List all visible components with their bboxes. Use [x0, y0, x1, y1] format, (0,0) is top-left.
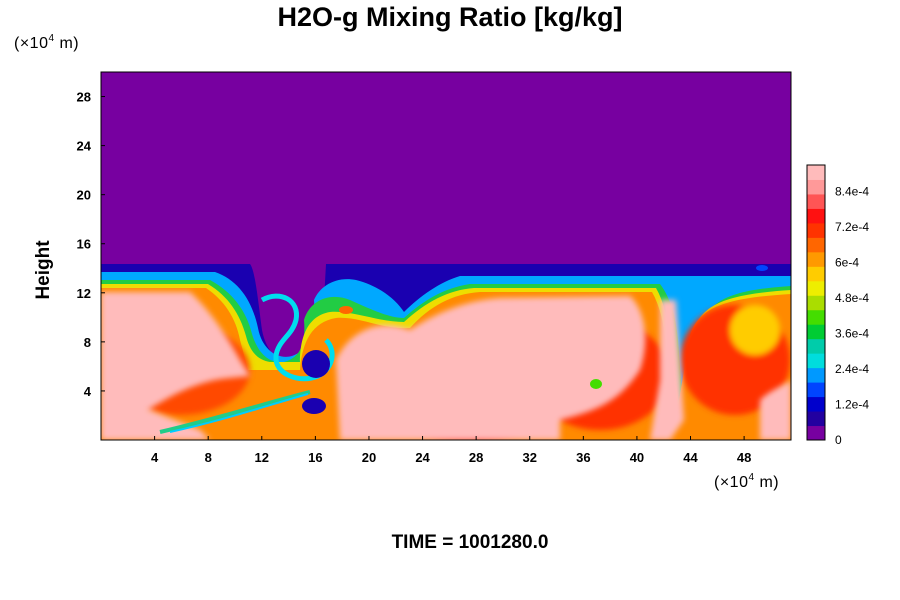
- colorbar-tick-label: 4.8e-4: [835, 291, 869, 305]
- colorbar-segment: [807, 237, 825, 253]
- y-tick-label: 28: [77, 90, 91, 105]
- colorbar-segment: [807, 324, 825, 340]
- pink-bottom-left: [101, 410, 210, 440]
- colorbar-segment: [807, 309, 825, 325]
- colorbar-segment: [807, 222, 825, 238]
- colorbar-segment: [807, 251, 825, 267]
- y-axis-ticks: 4 8 12 16 20 24 28: [77, 90, 105, 399]
- pink-bottom-right: [760, 380, 791, 440]
- x-axis-unit: (×104 m): [714, 472, 780, 491]
- x-tick-label: 44: [683, 450, 698, 465]
- x-tick-label: 36: [576, 450, 590, 465]
- colorbar-segment: [807, 193, 825, 209]
- y-axis-unit: (×104 m): [14, 33, 80, 52]
- plot-frame: [100, 71, 792, 441]
- colorbar-tick-label: 8.4e-4: [835, 185, 869, 199]
- colorbar-segment: [807, 165, 825, 180]
- x-tick-label: 28: [469, 450, 483, 465]
- colorbar-frame: [806, 164, 826, 441]
- colorbar-segment: [807, 367, 825, 383]
- x-tick-label: 40: [630, 450, 644, 465]
- y-tick-label: 8: [84, 335, 91, 350]
- colorbar-segment: [807, 396, 825, 412]
- colorbar-tick-label: 0: [835, 433, 842, 447]
- chart-title: H2O-g Mixing Ratio [kg/kg]: [277, 2, 623, 32]
- colorbar-segment: [807, 280, 825, 296]
- colorbar-tick-label: 6e-4: [835, 256, 859, 270]
- pink-core-right: [650, 300, 684, 440]
- colorbar-segment: [807, 382, 825, 398]
- colorbar: 0 1.2e-4 2.4e-4 3.6e-4 4.8e-4 6e-4 7.2e-4 8.4e-…: [806, 164, 869, 447]
- colorbar-segment: [807, 208, 825, 224]
- pink-core-center: [336, 296, 646, 440]
- x-tick-label: 4: [151, 450, 159, 465]
- pink-core-left: [101, 292, 250, 420]
- x-tick-label: 48: [737, 450, 751, 465]
- colorbar-tick-label: 3.6e-4: [835, 327, 869, 341]
- colorbar-segment: [807, 179, 825, 195]
- heatmap-plot-area: [101, 72, 791, 440]
- colorbar-tick-label: 1.2e-4: [835, 398, 869, 412]
- x-tick-label: 8: [205, 450, 212, 465]
- colorbar-segment: [807, 425, 825, 441]
- colorbar-tick-label: 7.2e-4: [835, 220, 869, 234]
- x-tick-label: 12: [255, 450, 269, 465]
- eddy-green: [590, 379, 602, 389]
- x-tick-label: 16: [308, 450, 322, 465]
- x-axis-ticks: 4 8 12 16 20 24 28 32 36 40 44 48: [151, 436, 751, 465]
- y-tick-label: 4: [84, 384, 92, 399]
- x-tick-label: 24: [415, 450, 430, 465]
- y-tick-label: 24: [77, 139, 92, 154]
- time-label: TIME = 1001280.0: [391, 532, 549, 553]
- y-tick-label: 20: [77, 188, 91, 203]
- colorbar-segment: [807, 266, 825, 282]
- colorbar-segment: [807, 295, 825, 311]
- y-tick-label: 12: [77, 286, 91, 301]
- plume-swirl-dark: [302, 350, 330, 378]
- colorbar-segment: [807, 411, 825, 427]
- colorbar-segment: [807, 353, 825, 369]
- x-tick-label: 20: [362, 450, 376, 465]
- colorbar-segment: [807, 338, 825, 354]
- x-tick-label: 32: [523, 450, 537, 465]
- y-tick-label: 16: [77, 237, 91, 252]
- plume-streak: [159, 390, 311, 434]
- colorbar-tick-label: 2.4e-4: [835, 362, 869, 376]
